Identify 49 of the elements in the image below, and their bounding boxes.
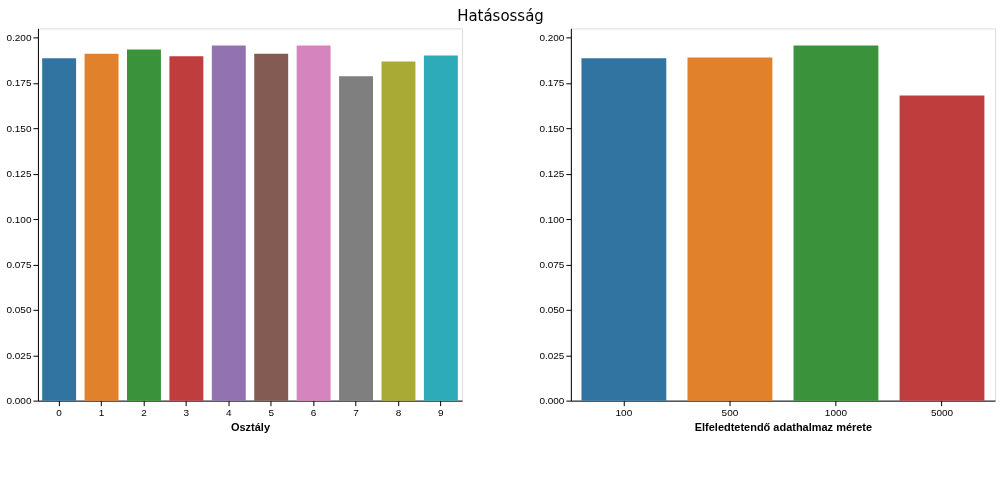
y-tick-label: 0.125 <box>6 168 32 180</box>
x-tick-label: 1 <box>98 407 105 419</box>
bar <box>687 57 773 401</box>
y-tick-label: 0.000 <box>539 395 565 407</box>
y-tick-label: 0.200 <box>6 31 32 43</box>
bar <box>127 49 161 401</box>
y-tick-label: 0.100 <box>539 213 565 225</box>
y-tick-label: 0.050 <box>6 304 32 316</box>
y-tick-label: 0.150 <box>6 122 32 134</box>
y-tick-label: 0.175 <box>539 77 565 89</box>
bar <box>254 53 289 401</box>
bar <box>296 45 331 401</box>
y-tick-label: 0.125 <box>539 168 565 180</box>
bar <box>793 45 879 401</box>
bar <box>42 58 77 401</box>
x-tick-label: 100 <box>615 407 633 419</box>
x-tick-label: 5 <box>268 407 275 419</box>
y-tick-label: 0.200 <box>539 31 565 43</box>
x-tick-label: 9 <box>438 407 445 419</box>
x-tick-label: 500 <box>721 407 739 419</box>
y-tick-label: 0.025 <box>6 349 32 361</box>
y-tick-label: 0.050 <box>539 304 565 316</box>
x-tick-label: 6 <box>310 407 317 419</box>
x-tick-label: 2 <box>141 407 148 419</box>
x-tick-label: 8 <box>395 407 402 419</box>
y-tick-label: 0.075 <box>539 258 565 270</box>
x-tick-label: 7 <box>353 407 360 419</box>
bar <box>899 95 985 401</box>
x-tick-label: 0 <box>56 407 63 419</box>
bar <box>211 45 246 401</box>
x-tick-label: 4 <box>226 407 233 419</box>
x-axis-title: Elfeledtetendő adathalmaz mérete <box>694 421 873 434</box>
y-tick-label: 0.100 <box>6 213 32 225</box>
y-tick-label: 0.075 <box>6 258 32 270</box>
bar <box>169 56 204 401</box>
x-axis-title: Osztály <box>230 421 271 434</box>
y-tick-label: 0.175 <box>6 77 32 89</box>
bar <box>84 53 119 401</box>
x-tick-label: 5000 <box>930 407 954 419</box>
y-tick-label: 0.150 <box>539 122 565 134</box>
x-tick-label: 3 <box>183 407 190 419</box>
bar <box>339 76 373 401</box>
y-tick-label: 0.000 <box>6 395 32 407</box>
y-tick-label: 0.025 <box>539 349 565 361</box>
x-tick-label: 1000 <box>824 407 848 419</box>
bar <box>381 61 416 401</box>
bar <box>581 58 667 401</box>
bar <box>423 55 458 401</box>
text: Hatásosság <box>457 6 544 25</box>
